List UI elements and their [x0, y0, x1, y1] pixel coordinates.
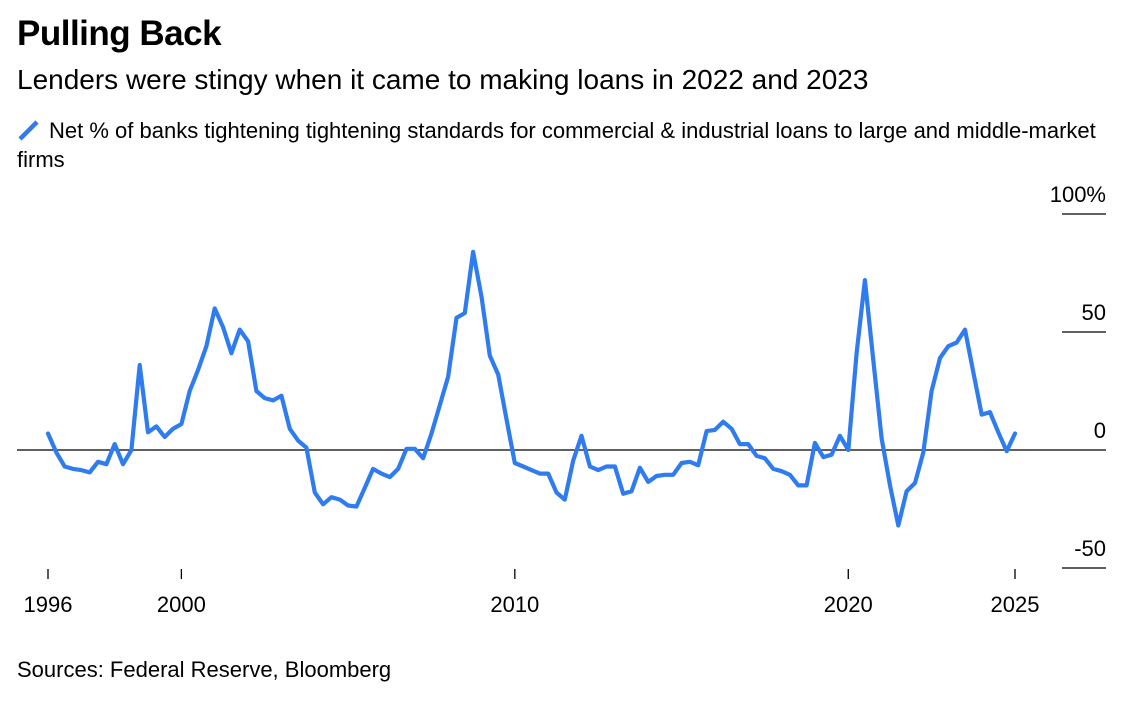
legend: Net % of banks tightening tightening sta…: [17, 116, 1107, 174]
chart-subtitle: Lenders were stingy when it came to maki…: [17, 64, 869, 95]
chart-title: Pulling Back: [17, 14, 222, 53]
y-tick-label: -50: [1074, 536, 1106, 561]
x-axis: 1996 2000 2010 2020 2025: [24, 569, 1040, 617]
legend-swatch-icon: [18, 120, 39, 141]
x-tick-label: 2010: [490, 592, 539, 617]
y-tick-label: 0: [1094, 418, 1106, 443]
series-layer: [45, 249, 1018, 528]
legend-label: Net % of banks tightening tightening sta…: [17, 118, 1096, 172]
series-line: [45, 249, 1018, 528]
y-tick-label: 50: [1082, 300, 1106, 325]
y-axis: 100% 50 0 -50: [17, 182, 1106, 569]
source-note: Sources: Federal Reserve, Bloomberg: [17, 657, 392, 682]
x-tick-label: 2025: [991, 592, 1040, 617]
x-tick-label: 1996: [24, 592, 73, 617]
x-tick-label: 2020: [824, 592, 873, 617]
x-tick-label: 2000: [157, 592, 206, 617]
y-tick-label: 100%: [1050, 182, 1106, 207]
